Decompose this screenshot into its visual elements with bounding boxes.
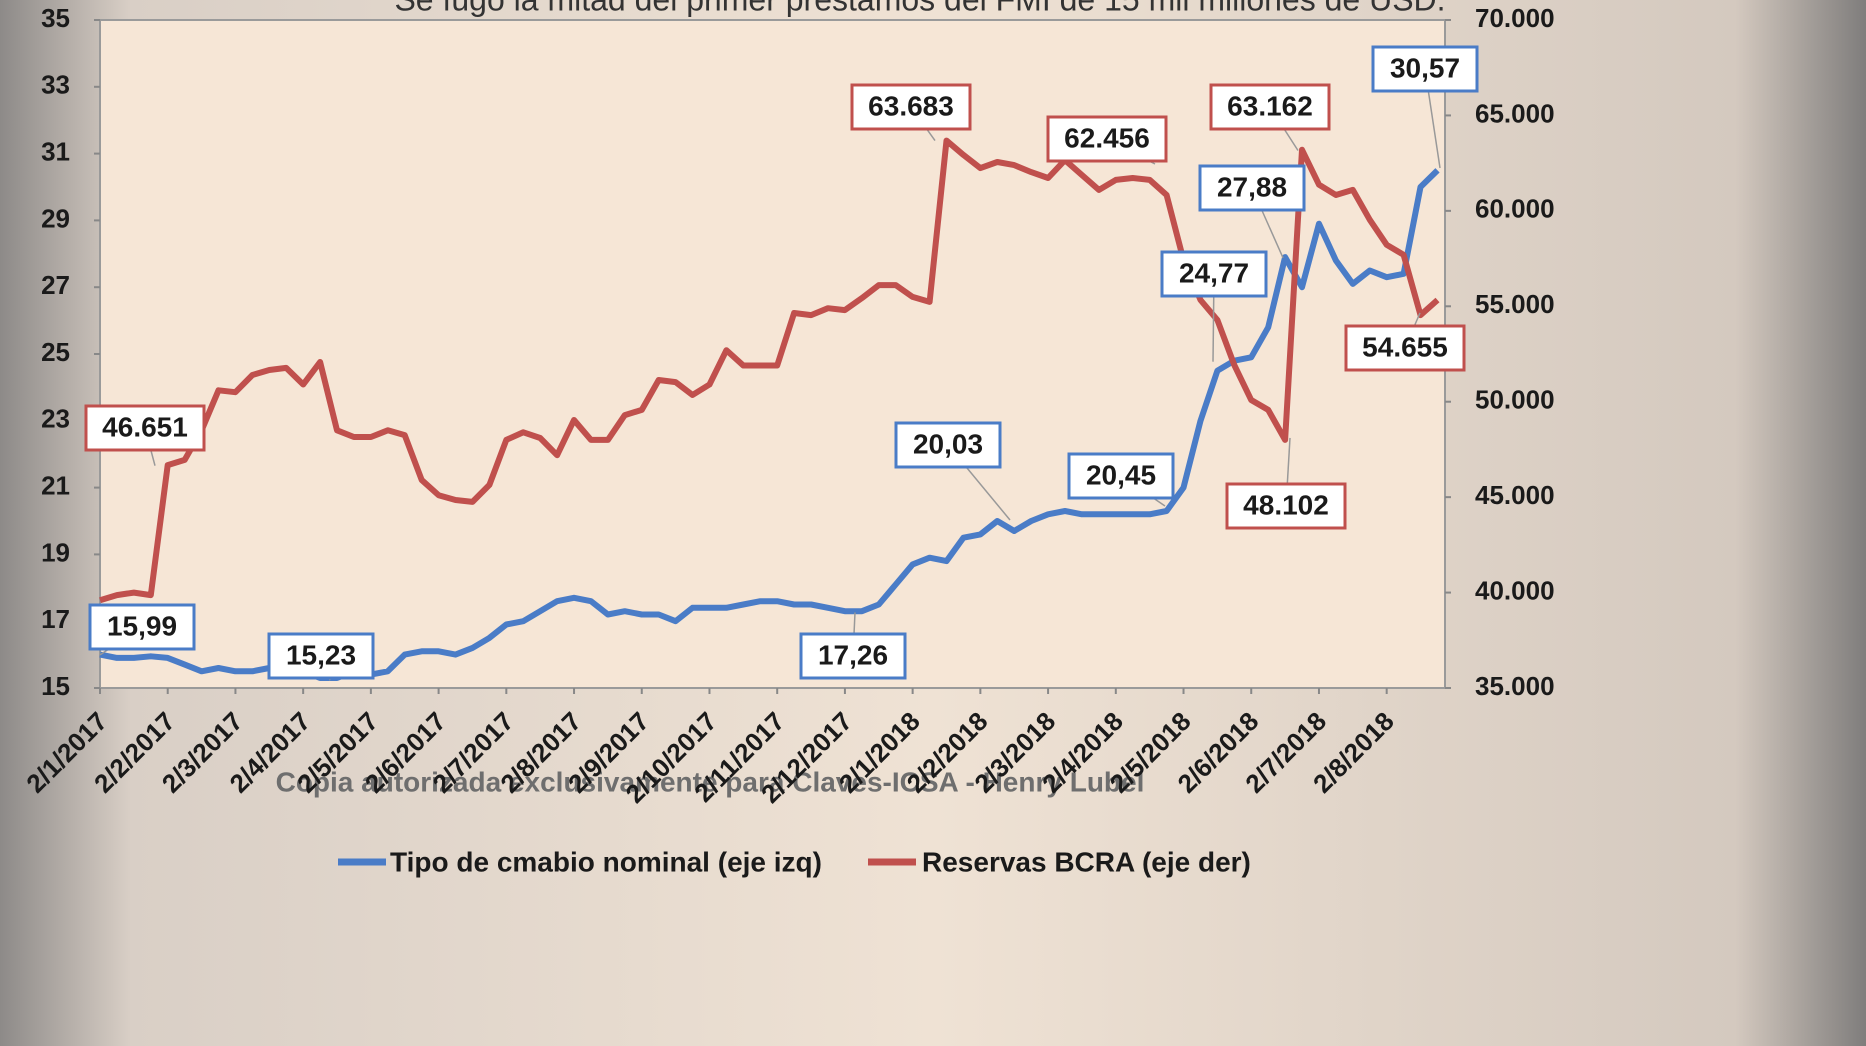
legend-label: Reservas BCRA (eje der) [922, 846, 1251, 877]
y2-tick-label: 50.000 [1475, 385, 1555, 415]
callout-label: 15,99 [107, 610, 177, 641]
callout-label: 63.162 [1227, 90, 1313, 121]
callout-label: 46.651 [102, 411, 188, 442]
y2-tick-label: 60.000 [1475, 194, 1555, 224]
y-tick-label: 17 [41, 604, 70, 634]
callout-label: 27,88 [1217, 171, 1287, 202]
y2-tick-label: 70.000 [1475, 3, 1555, 33]
callout-label: 54.655 [1362, 331, 1448, 362]
callout-label: 63.683 [868, 90, 954, 121]
y2-tick-label: 35.000 [1475, 671, 1555, 701]
chart: Se fugó la mitad del primer préstamos de… [0, 0, 1866, 1046]
callout-label: 17,26 [818, 639, 888, 670]
y-tick-label: 35 [41, 3, 70, 33]
y-tick-label: 21 [41, 470, 70, 500]
y-tick-label: 15 [41, 671, 70, 701]
callout-label: 20,45 [1086, 459, 1156, 490]
y-tick-label: 27 [41, 270, 70, 300]
y2-tick-label: 40.000 [1475, 575, 1555, 605]
callout-label: 48.102 [1243, 489, 1329, 520]
callout-label: 24,77 [1179, 257, 1249, 288]
y-tick-label: 31 [41, 136, 70, 166]
y-tick-label: 23 [41, 404, 70, 434]
chart-title: Se fugó la mitad del primer préstamos de… [394, 0, 1445, 17]
callout-label: 62.456 [1064, 122, 1150, 153]
y2-tick-label: 45.000 [1475, 480, 1555, 510]
legend-label: Tipo de cmabio nominal (eje izq) [390, 846, 822, 877]
callout-label: 15,23 [286, 639, 356, 670]
y2-tick-label: 55.000 [1475, 289, 1555, 319]
y2-tick-label: 65.000 [1475, 98, 1555, 128]
y-tick-label: 19 [41, 537, 70, 567]
y-tick-label: 29 [41, 203, 70, 233]
y-tick-label: 33 [41, 70, 70, 100]
y-tick-label: 25 [41, 337, 70, 367]
callout-label: 30,57 [1390, 52, 1460, 83]
callout-label: 20,03 [913, 428, 983, 459]
